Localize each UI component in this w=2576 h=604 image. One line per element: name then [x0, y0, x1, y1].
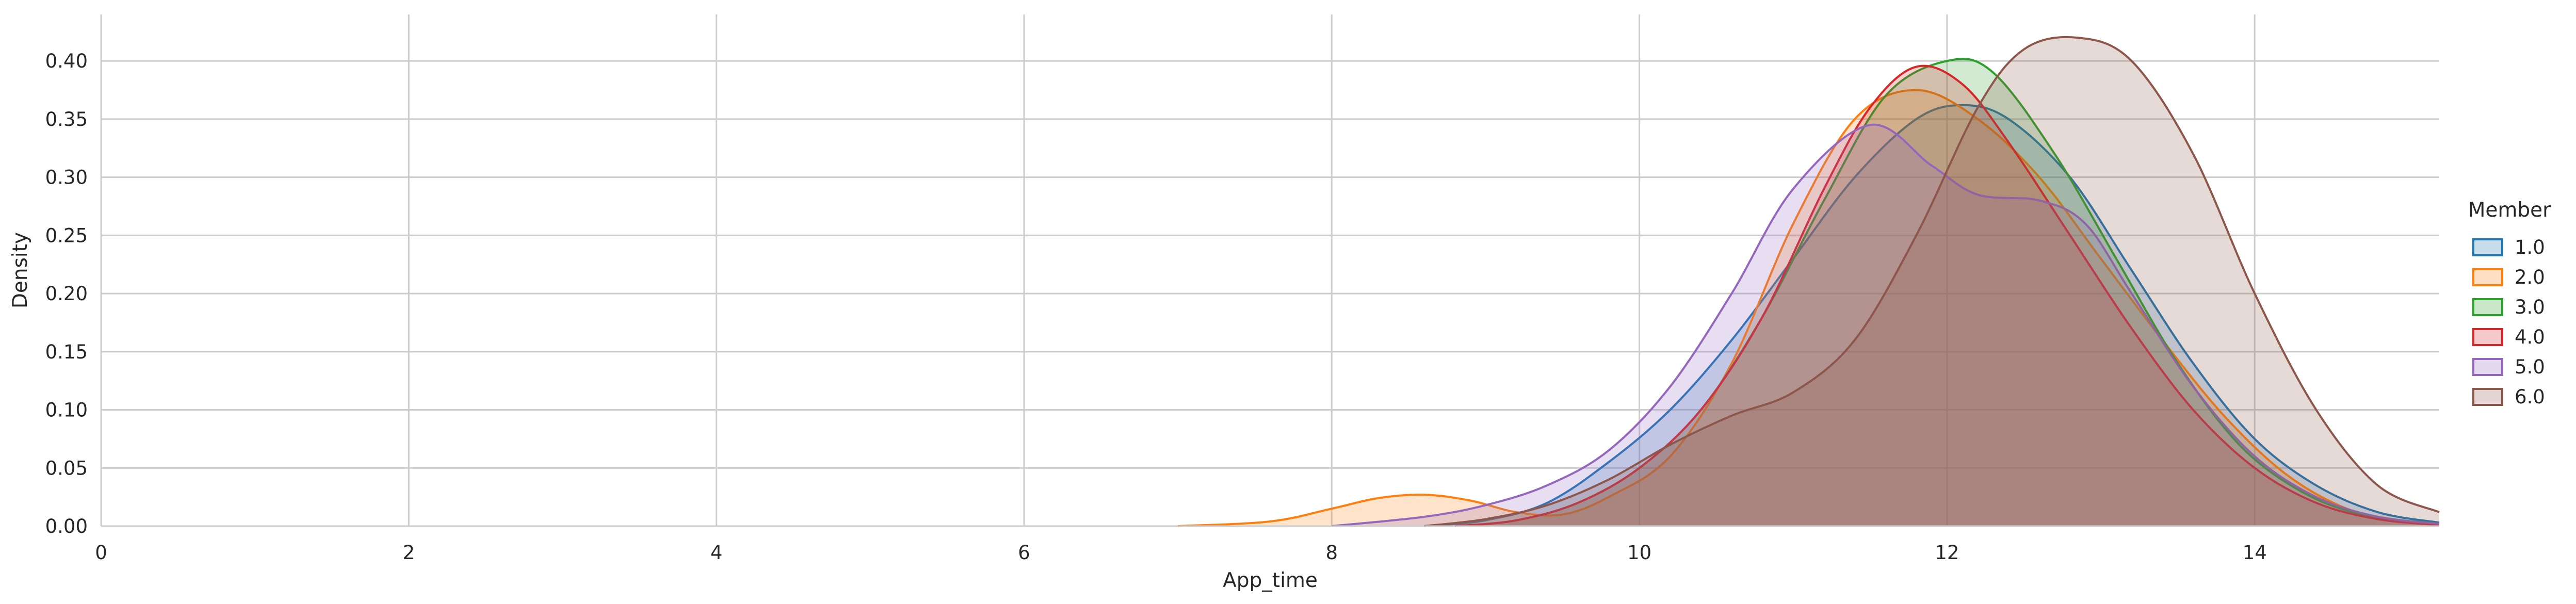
legend-label: 2.0 — [2515, 266, 2545, 288]
density-line-5.0 — [1332, 123, 2440, 527]
y-tick-label: 0.40 — [45, 50, 88, 72]
x-tick-label: 0 — [95, 542, 107, 564]
x-tick-label: 10 — [1627, 542, 1651, 564]
legend-label: 4.0 — [2515, 326, 2545, 348]
y-tick-label: 0.25 — [45, 224, 88, 247]
grid-lines — [101, 14, 2439, 527]
legend-title: Member — [2468, 199, 2551, 222]
y-tick-label: 0.00 — [45, 515, 88, 537]
legend-label: 1.0 — [2515, 236, 2545, 258]
density-area-1.0 — [1424, 105, 2439, 526]
x-tick-label: 14 — [2243, 542, 2267, 564]
legend-label: 5.0 — [2515, 356, 2545, 378]
x-tick-label: 12 — [1935, 542, 1959, 564]
density-line-6.0 — [1423, 36, 2440, 527]
legend-swatch-3.0 — [2472, 298, 2503, 316]
x-axis-title: App_time — [1223, 569, 1318, 592]
density-area-5.0 — [1332, 124, 2439, 526]
y-tick-label: 0.35 — [45, 108, 88, 130]
y-tick-label: 0.20 — [45, 283, 88, 305]
x-tick-label: 6 — [1018, 542, 1030, 564]
legend: Member 1.0 2.0 3.0 4.0 5.0 6.0 — [2468, 199, 2551, 408]
legend-swatch-2.0 — [2472, 268, 2503, 286]
legend-swatch-5.0 — [2472, 358, 2503, 376]
axes — [100, 14, 2439, 527]
x-tick-label: 8 — [1325, 542, 1338, 564]
legend-swatch-4.0 — [2472, 328, 2503, 346]
y-tick-label: 0.05 — [45, 457, 88, 479]
density-area-6.0 — [1424, 37, 2439, 526]
x-tick-label: 4 — [710, 542, 723, 564]
tick-labels: 0.00 0.05 0.10 0.15 0.20 0.25 0.30 0.35 0.40 0 2 4 6… — [45, 50, 2267, 564]
density-line-2.0 — [1178, 89, 2440, 527]
y-axis-title: Density — [9, 232, 32, 308]
y-tick-label: 0.15 — [45, 341, 88, 363]
y-tick-label: 0.30 — [45, 167, 88, 189]
legend-label: 6.0 — [2515, 386, 2545, 408]
legend-swatch-1.0 — [2472, 238, 2503, 256]
density-line-4.0 — [1454, 64, 2440, 527]
density-area-2.0 — [1178, 90, 2439, 526]
density-areas — [1178, 36, 2440, 527]
y-tick-label: 0.10 — [45, 399, 88, 421]
x-tick-label: 2 — [403, 542, 415, 564]
density-line-1.0 — [1423, 104, 2440, 527]
legend-swatch-6.0 — [2472, 388, 2503, 406]
legend-label: 3.0 — [2515, 296, 2545, 318]
